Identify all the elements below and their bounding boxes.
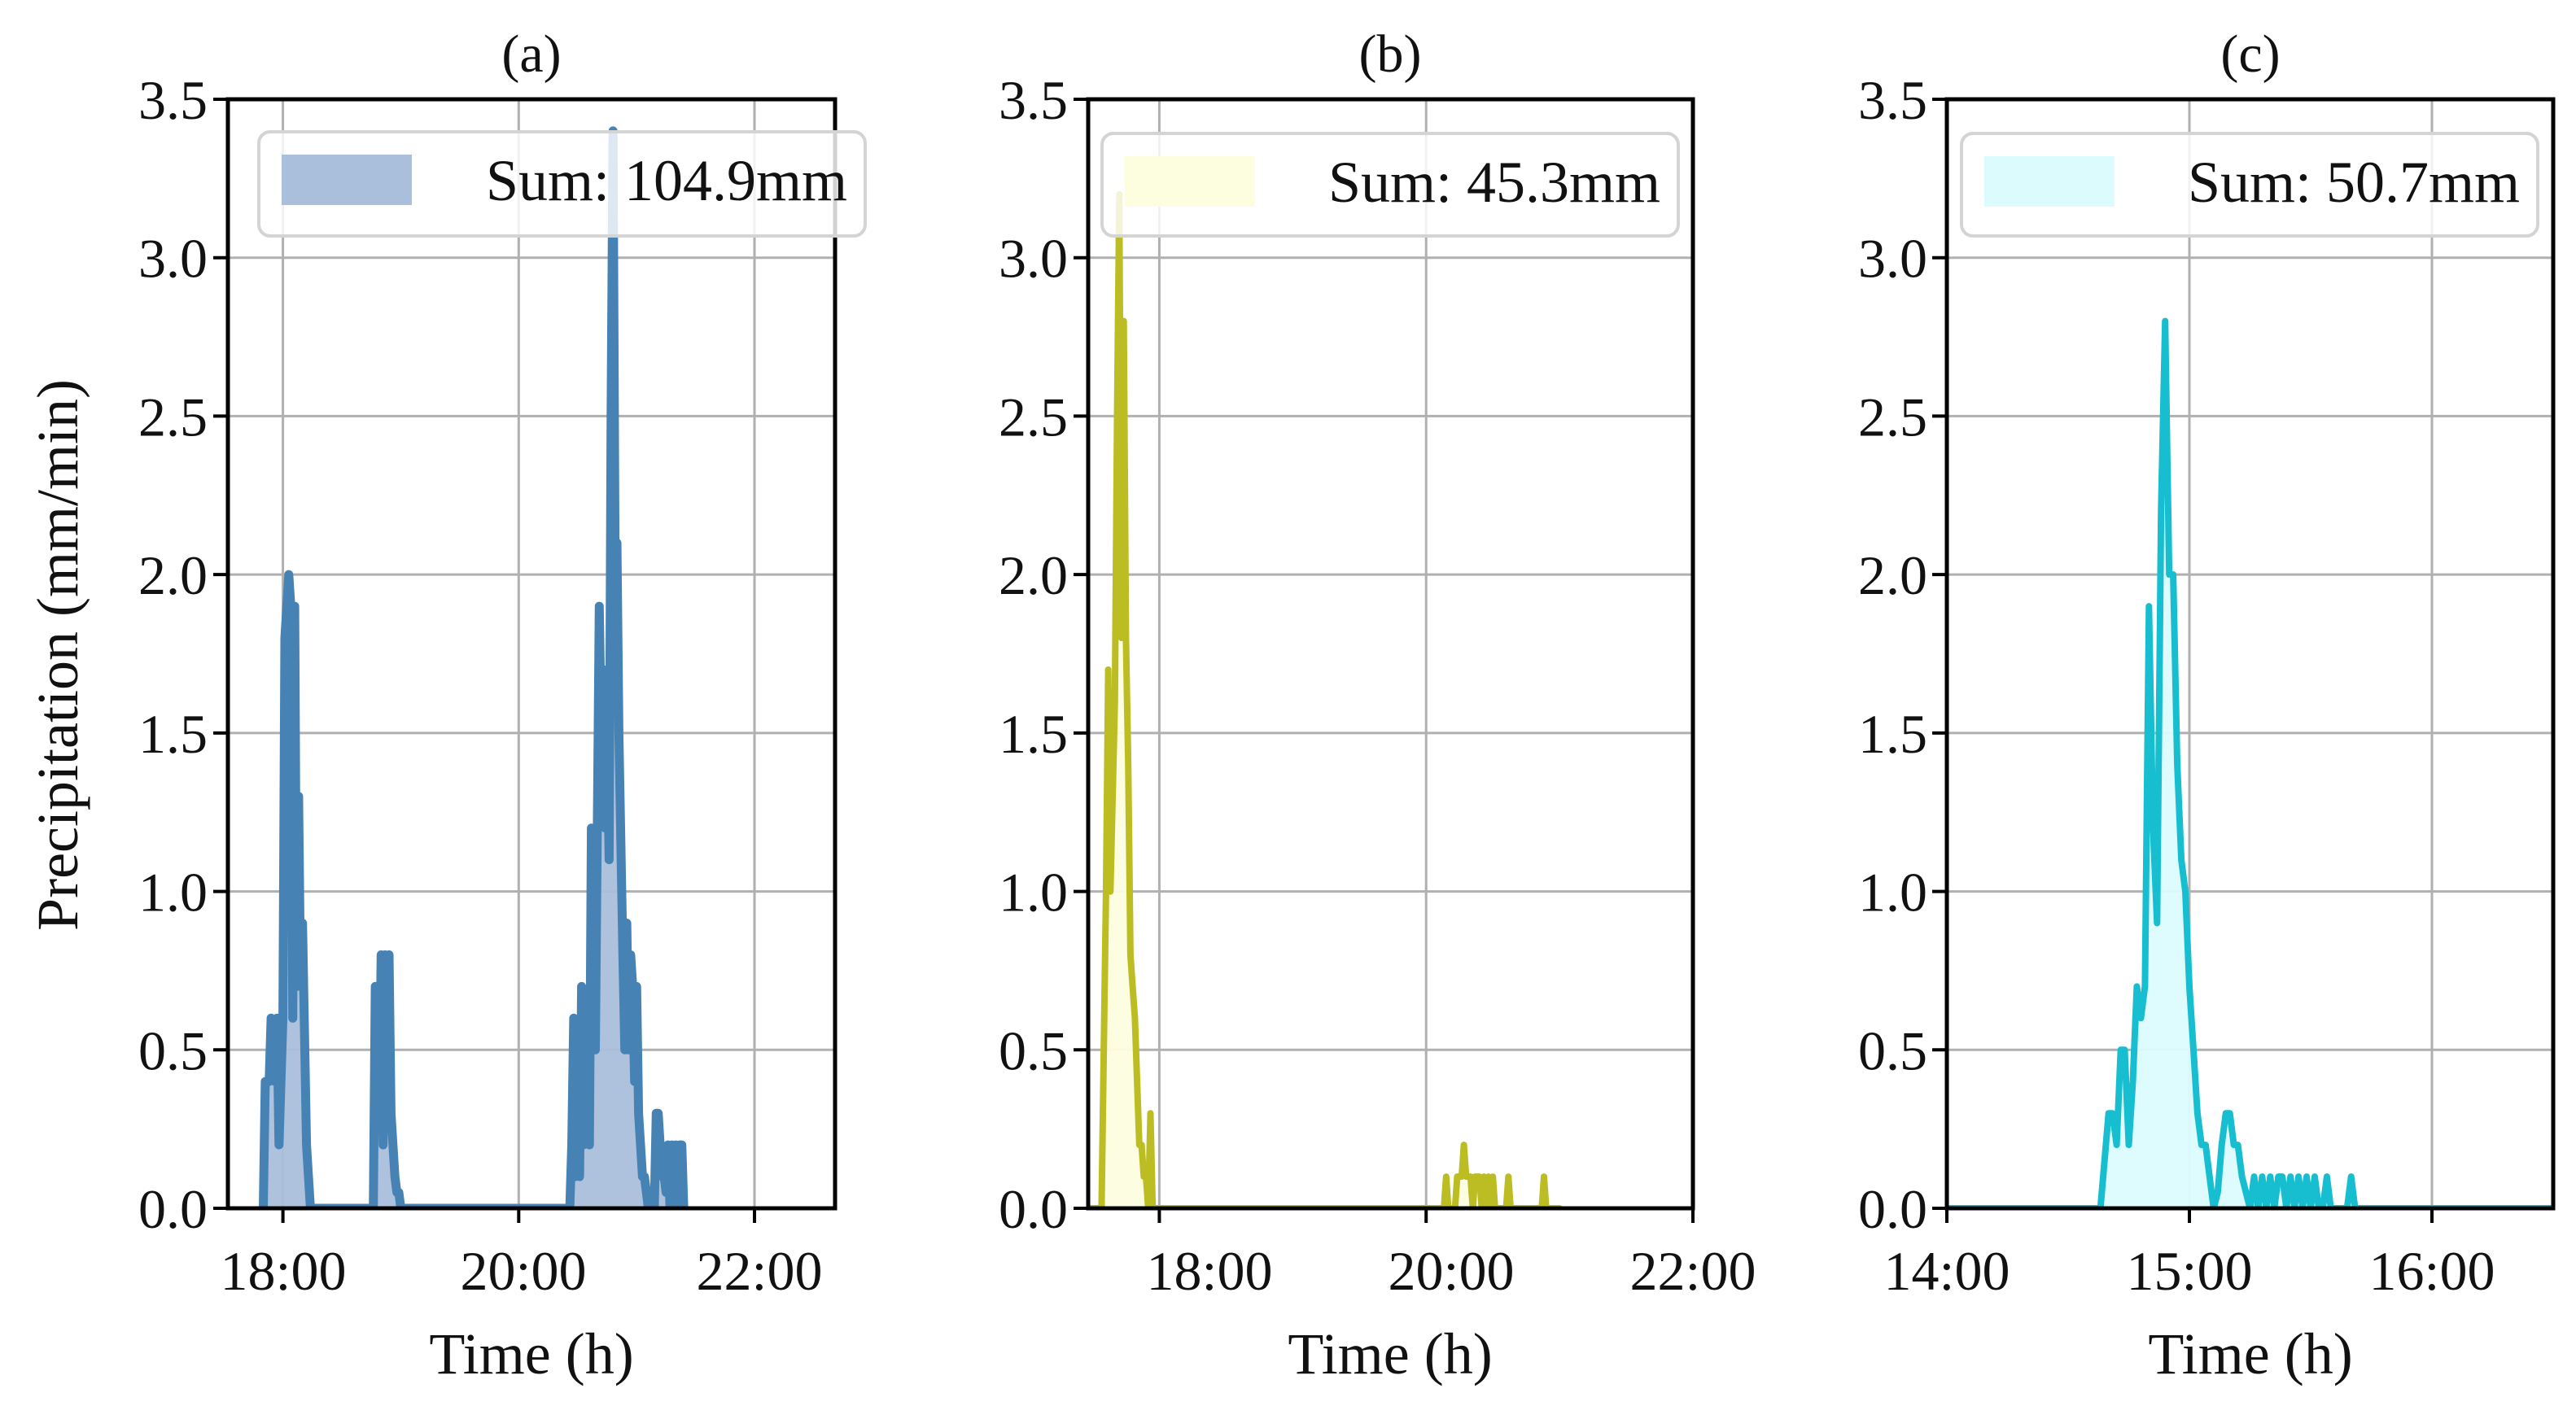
panel-c-plot (1932, 97, 2556, 1223)
axes-frame (1086, 97, 1695, 1211)
panel-a-title: (a) (501, 24, 561, 84)
y-tick-label: 3.5 (999, 69, 1068, 131)
grid-lines (228, 98, 835, 1210)
panel-b-title: (b) (1359, 24, 1422, 84)
x-tick-label: 22:00 (1630, 1240, 1756, 1302)
y-tick-label: 1.0 (1858, 862, 1927, 924)
panel-c-x-axis-label: Time (h) (2148, 1321, 2352, 1386)
legend-swatch (1125, 156, 1255, 207)
y-tick-label: 0.5 (138, 1020, 208, 1081)
panel-c-legend: Sum: 50.7mm (1960, 132, 2539, 238)
y-tick-label: 0.5 (999, 1020, 1068, 1081)
y-tick-label: 1.0 (138, 862, 208, 924)
tick-marks (213, 98, 757, 1223)
y-tick-label: 1.5 (138, 703, 208, 765)
panel-c-y-tick-labels: 0.0 0.5 1.0 1.5 2.0 2.5 3.0 3.5 (1858, 69, 1927, 1240)
panel-a-x-tick-labels: 18:00 20:00 22:00 (221, 1240, 823, 1302)
grid-lines (1945, 98, 2553, 1210)
panel-b-x-tick-labels: 18:00 20:00 22:00 (1147, 1240, 1756, 1302)
x-tick-label: 22:00 (697, 1240, 823, 1302)
y-tick-label: 0.0 (999, 1178, 1068, 1240)
y-tick-label: 2.0 (138, 544, 208, 606)
panel-a-x-axis-label: Time (h) (429, 1321, 633, 1386)
panel-a-plot (213, 97, 838, 1223)
y-tick-label: 2.0 (999, 544, 1068, 606)
y-tick-label: 3.0 (999, 228, 1068, 290)
x-tick-label: 20:00 (1389, 1240, 1515, 1302)
legend-swatch (282, 155, 412, 205)
panel-b-legend: Sum: 45.3mm (1100, 132, 1680, 238)
panel-b-x-axis-label: Time (h) (1288, 1321, 1492, 1386)
x-tick-label: 18:00 (1147, 1240, 1273, 1302)
axes-frame (225, 97, 838, 1211)
y-tick-label: 2.5 (999, 386, 1068, 448)
y-tick-label: 1.0 (999, 862, 1068, 924)
y-tick-label: 0.5 (1858, 1020, 1927, 1081)
panel-b: (b) 18:00 20:00 22:00 Time (h) 0.0 0.5 1.0… (999, 24, 1756, 1386)
x-tick-label: 15:00 (2127, 1240, 2253, 1302)
panel-c-x-tick-labels: 14:00 15:00 16:00 (1884, 1240, 2495, 1302)
y-tick-label: 3.5 (138, 69, 208, 131)
y-axis-label: Precipitation (mm/min) (25, 379, 90, 931)
y-tick-label: 3.5 (1858, 69, 1927, 131)
x-tick-label: 16:00 (2369, 1240, 2495, 1302)
area-fill (1947, 321, 2553, 1208)
legend-swatch (1984, 156, 2115, 207)
axes-frame (1944, 97, 2556, 1211)
precipitation-line (1947, 317, 2553, 1208)
tick-marks (1932, 98, 2434, 1223)
y-tick-label: 2.0 (1858, 544, 1927, 606)
panel-b-plot (1074, 97, 1695, 1223)
legend-label: Sum: 45.3mm (1328, 150, 1660, 215)
y-tick-label: 3.0 (1858, 228, 1927, 290)
y-tick-label: 2.5 (138, 386, 208, 448)
legend-label: Sum: 50.7mm (2188, 150, 2520, 215)
y-tick-label: 1.5 (1858, 703, 1927, 765)
legend-label: Sum: 104.9mm (486, 148, 847, 213)
x-tick-label: 14:00 (1884, 1240, 2010, 1302)
precipitation-line (259, 126, 689, 1208)
panel-c-title: (c) (2220, 24, 2280, 84)
x-tick-label: 18:00 (221, 1240, 347, 1302)
panel-a-legend: Sum: 104.9mm (257, 130, 867, 238)
y-tick-label: 2.5 (1858, 386, 1927, 448)
panel-c: (c) 14:00 15:00 16:00 Time (h) 0.0 0.5 1.0… (1858, 24, 2556, 1386)
panel-b-y-tick-labels: 0.0 0.5 1.0 1.5 2.0 2.5 3.0 3.5 (999, 69, 1068, 1240)
y-tick-label: 0.0 (1858, 1178, 1927, 1240)
y-tick-label: 3.0 (138, 228, 208, 290)
grid-lines (1088, 98, 1695, 1210)
y-tick-label: 0.0 (138, 1178, 208, 1240)
panel-a: (a) 18:00 20:00 22:00 Time (h) Precipita… (25, 24, 867, 1386)
panel-a-y-tick-labels: 0.0 0.5 1.0 1.5 2.0 2.5 3.0 3.5 (138, 69, 208, 1240)
y-tick-label: 1.5 (999, 703, 1068, 765)
x-tick-label: 20:00 (461, 1240, 587, 1302)
tick-marks (1074, 98, 1695, 1223)
precipitation-line (1088, 190, 1564, 1208)
